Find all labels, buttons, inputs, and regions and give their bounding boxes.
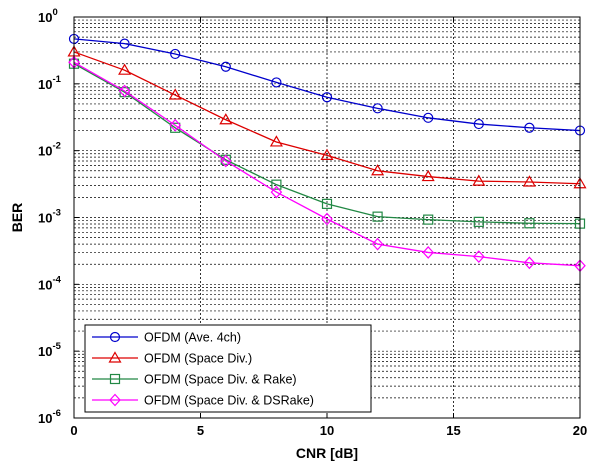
marker-diamond (270, 185, 283, 199)
marker-circle (321, 92, 333, 103)
marker-circle (372, 103, 383, 114)
legend-label: OFDM (Space Div.) (144, 352, 252, 366)
marker-diamond (219, 154, 232, 168)
marker-triangle (320, 148, 334, 160)
legend-label: OFDM (Space Div. & DSRake) (144, 394, 314, 408)
marker-triangle (421, 169, 435, 182)
tick-group: 0 5 10 15 20 100 10-1 10-2 10-3 10-4 10-5 10-6 (38, 7, 587, 438)
marker-triangle (108, 351, 122, 363)
y-axis-label: BER (9, 203, 25, 233)
x-tick-label: 10 (320, 423, 334, 438)
y-tick-label: 10-2 (38, 141, 61, 159)
marker-square (524, 218, 535, 229)
marker-square (109, 373, 121, 385)
marker-diamond (371, 237, 384, 251)
series-line (73, 63, 581, 225)
marker-diamond (169, 118, 182, 132)
x-tick-label: 20 (573, 423, 587, 438)
marker-triangle (168, 88, 182, 100)
series-line (73, 61, 581, 267)
legend-entry: OFDM (Space Div. & DSRake) (92, 394, 314, 408)
marker-circle (524, 122, 535, 133)
marker-diamond (321, 212, 333, 226)
y-tick-label: 10-5 (38, 341, 62, 359)
marker-diamond (118, 84, 131, 98)
marker-diamond (472, 250, 485, 263)
marker-square (271, 179, 282, 190)
marker-triangle (472, 174, 486, 186)
marker-triangle (522, 175, 536, 187)
marker-triangle (371, 164, 385, 176)
marker-circle (170, 48, 181, 60)
marker-circle (220, 61, 231, 72)
legend-entry: OFDM (Ave. 4ch) (92, 331, 241, 345)
marker-square (372, 211, 383, 222)
series-line (73, 51, 581, 185)
marker-diamond (523, 256, 536, 270)
marker-triangle (269, 135, 283, 147)
legend-label: OFDM (Ave. 4ch) (144, 331, 241, 345)
marker-circle (423, 112, 434, 123)
marker-triangle (219, 113, 233, 125)
marker-square (423, 214, 434, 225)
x-tick-label: 15 (446, 423, 460, 438)
marker-square (321, 198, 333, 209)
legend-box (84, 324, 372, 413)
legend-entry: OFDM (Space Div.) (92, 351, 252, 366)
y-tick-label: 100 (38, 7, 58, 25)
marker-square (473, 216, 484, 227)
x-axis-label: CNR [dB] (296, 445, 358, 461)
y-tick-label: 10-6 (38, 408, 61, 426)
legend: OFDM (Ave. 4ch) OFDM (Space Div.) OFDM (Sp… (84, 324, 372, 413)
legend-entry: OFDM (Space Div. & Rake) (92, 373, 297, 387)
y-tick-label: 10-3 (38, 208, 61, 226)
marker-diamond (109, 393, 121, 407)
marker-circle (271, 77, 282, 88)
legend-label: OFDM (Space Div. & Rake) (144, 373, 297, 387)
y-tick-label: 10-4 (38, 274, 62, 292)
x-tick-label: 0 (70, 423, 77, 438)
y-tick-label: 10-1 (38, 74, 62, 92)
series-group (67, 33, 587, 273)
x-tick-label: 5 (197, 423, 204, 438)
series-line (73, 38, 581, 132)
marker-circle (473, 118, 484, 130)
marker-diamond (422, 246, 435, 259)
marker-triangle (118, 63, 132, 75)
marker-circle (119, 38, 130, 49)
marker-circle (109, 331, 121, 343)
